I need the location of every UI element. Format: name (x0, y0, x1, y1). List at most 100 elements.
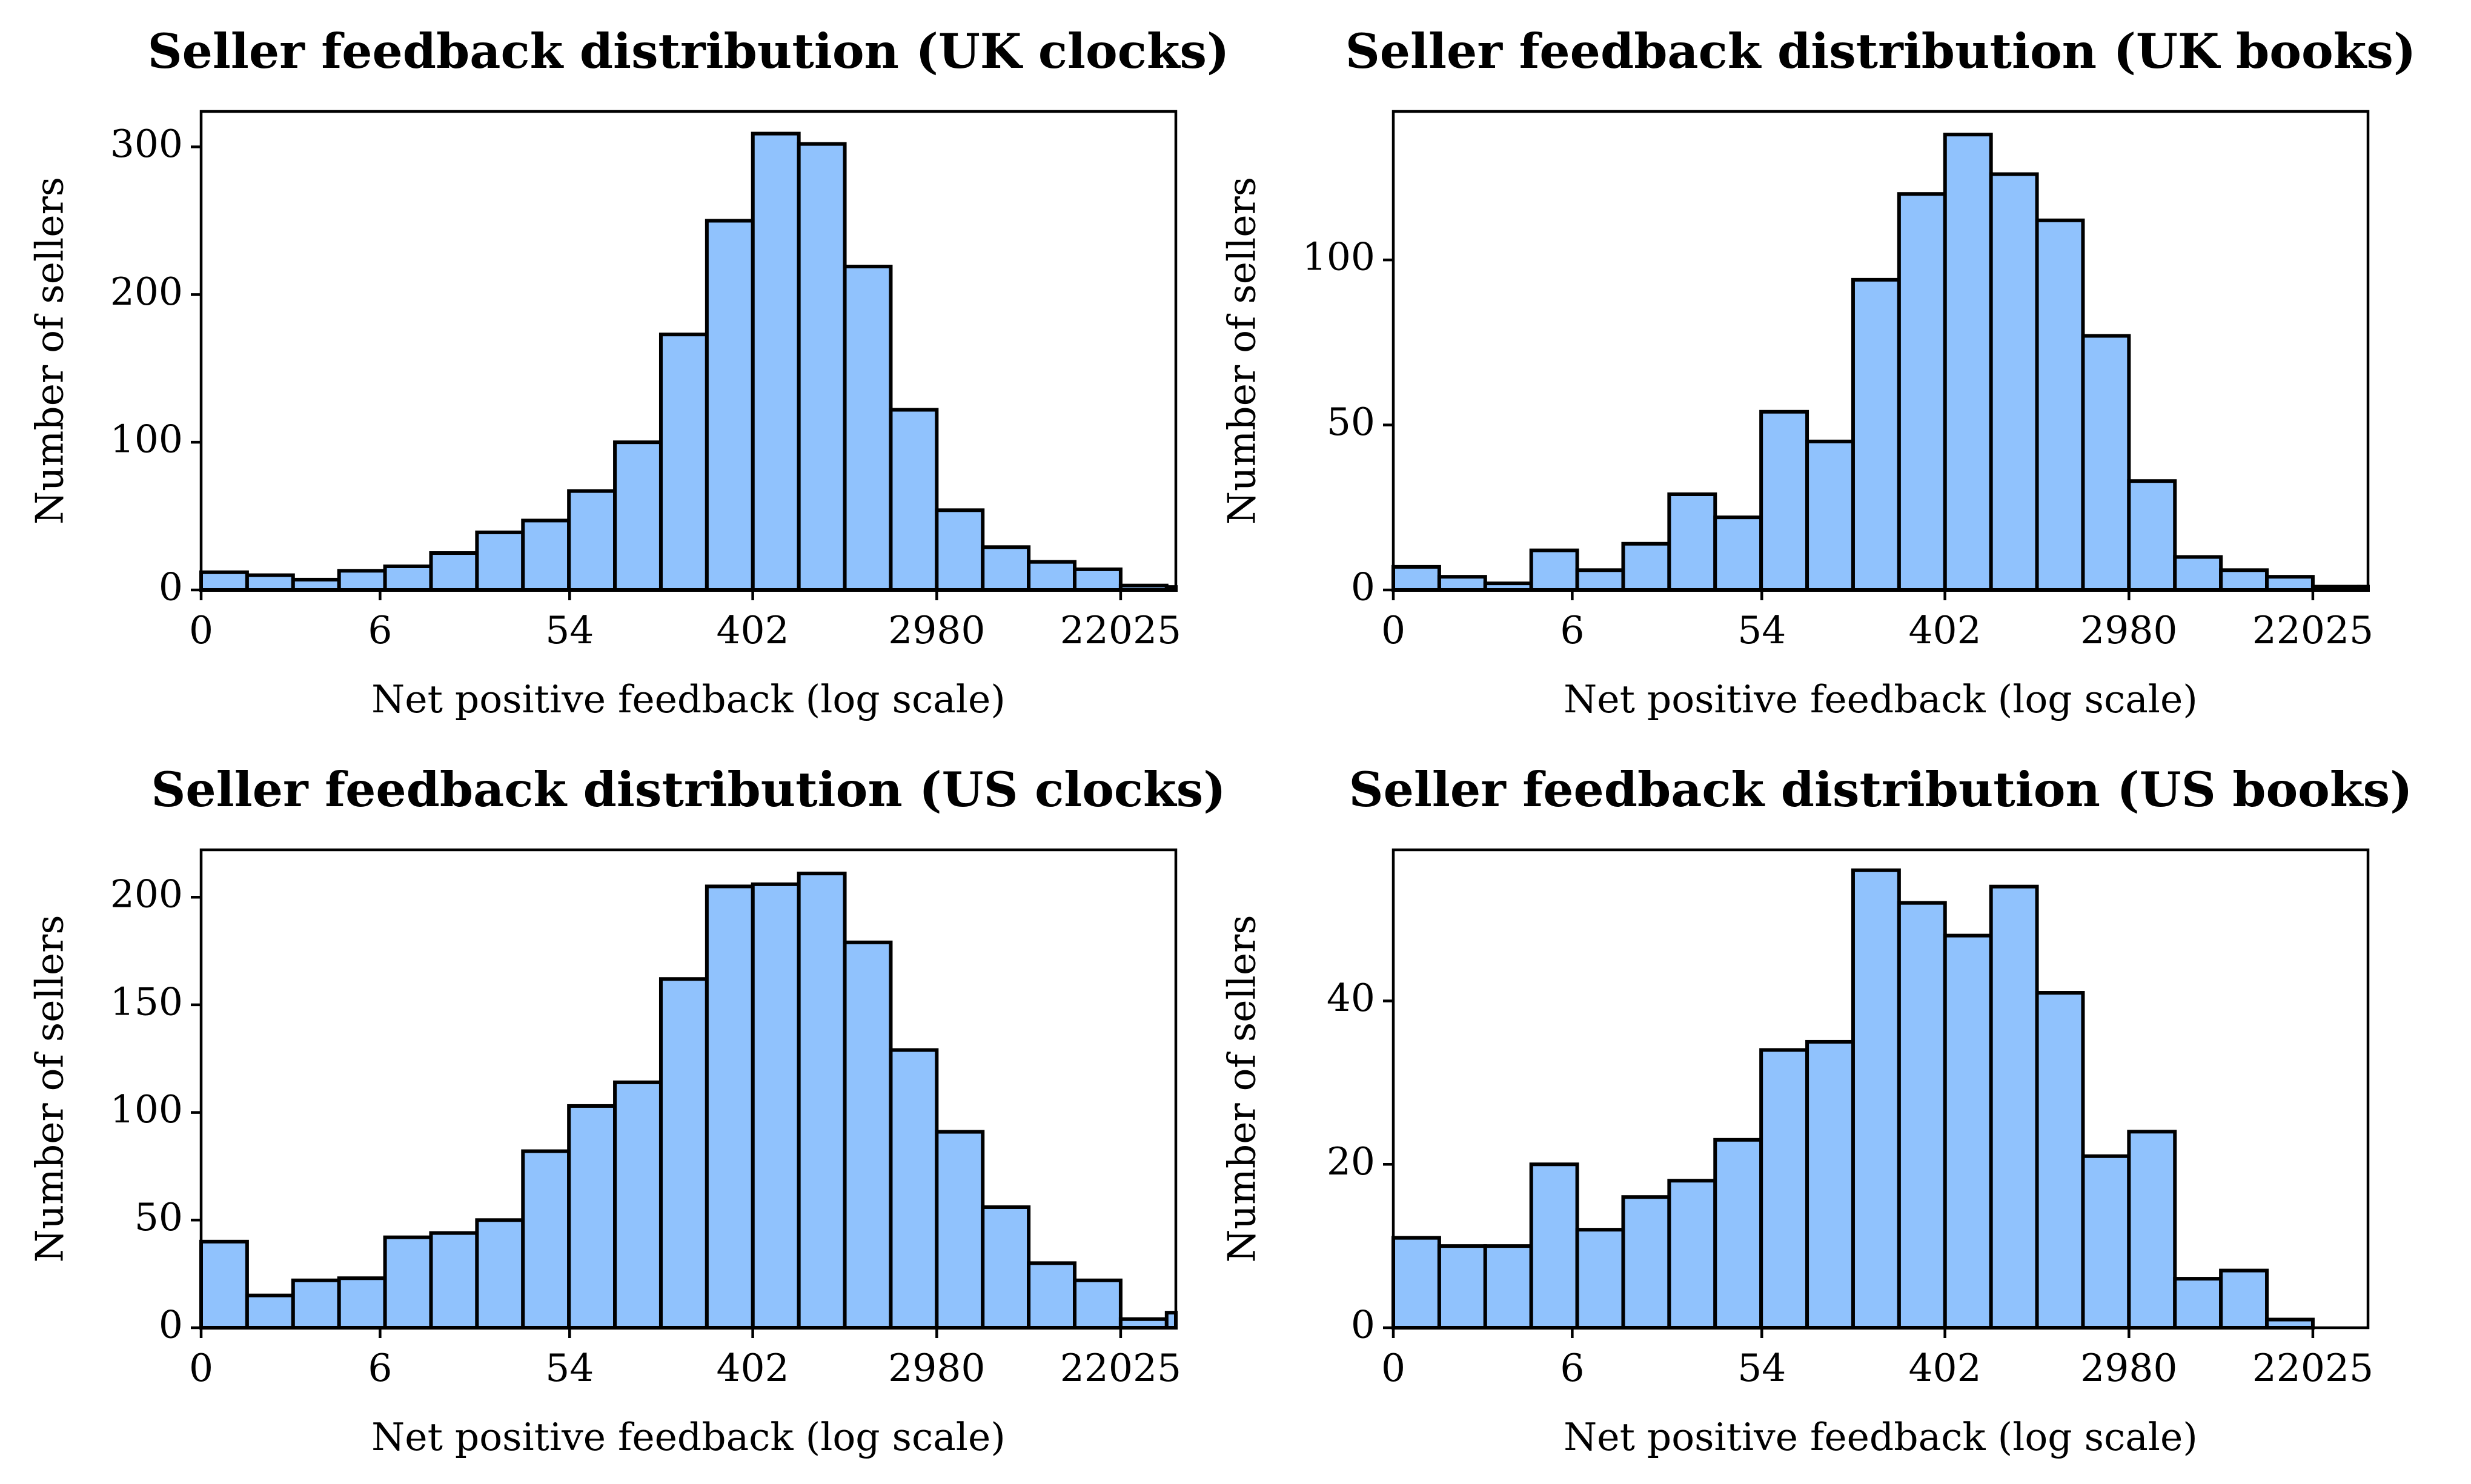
axes-frame (199, 848, 1178, 1330)
x-tick-label: 0 (1381, 1346, 1405, 1390)
histogram-bar (2219, 568, 2269, 592)
x-tick-label: 2980 (888, 608, 985, 652)
y-tick-label: 0 (159, 565, 183, 609)
x-tick-label: 22025 (2252, 1346, 2373, 1390)
histogram-bar (1943, 933, 1993, 1330)
histogram-bar (521, 518, 571, 592)
histogram-bar (521, 1149, 571, 1330)
histogram-bar (2127, 1130, 2177, 1330)
y-tick-label: 100 (110, 1087, 183, 1131)
histogram-bar (1943, 133, 1993, 592)
x-tick-label: 402 (716, 608, 789, 652)
histogram-bar (2081, 334, 2131, 592)
x-axis: 0 6 54 402 2980 22025 (1381, 590, 2373, 652)
histogram-bar (1897, 901, 1947, 1330)
x-axis-label: Net positive feedback (log scale) (371, 677, 1006, 721)
y-axis-label: Number of sellers (1220, 177, 1264, 525)
x-axis: 0 6 54 402 2980 22025 (189, 590, 1181, 652)
histogram-bar (935, 1130, 985, 1330)
bars (1391, 868, 2315, 1330)
x-axis-label: Net positive feedback (log scale) (1564, 1415, 2198, 1459)
x-tick-label: 6 (1560, 608, 1584, 652)
axes-frame (1391, 848, 2370, 1330)
histogram-bar (429, 1231, 479, 1330)
chart-title: Seller feedback distribution (US books) (1349, 761, 2413, 818)
histogram-bar (1437, 1244, 1487, 1330)
histogram-bar (751, 882, 801, 1330)
x-axis-label: Net positive feedback (log scale) (371, 1415, 1006, 1459)
histogram-bar (705, 219, 755, 592)
histogram-bar (2265, 575, 2315, 592)
histogram-bar (337, 1276, 387, 1330)
histogram-bar (383, 564, 433, 592)
histogram-bar (1391, 565, 1441, 592)
x-tick-label: 0 (1381, 608, 1405, 652)
y-tick-label: 300 (110, 122, 183, 166)
histogram-bar (613, 1080, 663, 1330)
chart-title: Seller feedback distribution (UK clocks) (148, 23, 1230, 79)
x-tick-label: 22025 (1060, 608, 1181, 652)
histogram-bar (1667, 492, 1717, 592)
x-tick-label: 402 (716, 1346, 789, 1390)
y-axis: 0 20 40 (1327, 976, 1393, 1347)
x-tick-label: 54 (545, 608, 594, 652)
histogram-bar (2173, 1277, 2223, 1330)
y-axis-label: Number of sellers (28, 915, 72, 1262)
histogram-bar (843, 940, 893, 1330)
y-tick-label: 40 (1327, 976, 1375, 1020)
histogram-bar (291, 577, 341, 592)
x-tick-label: 22025 (2252, 608, 2373, 652)
histogram-bar (935, 508, 985, 592)
y-tick-label: 200 (110, 872, 183, 916)
histogram-bar (613, 440, 663, 592)
y-axis-label: Number of sellers (1220, 915, 1264, 1262)
histogram-bar (199, 570, 249, 592)
histogram-bar (475, 530, 525, 592)
bars (1391, 133, 2370, 592)
axes-frame (199, 110, 1178, 592)
x-tick-label: 0 (189, 1346, 213, 1390)
histogram-bar (199, 1239, 249, 1330)
histogram-bar (1713, 515, 1763, 592)
x-tick-label: 2980 (888, 1346, 985, 1390)
y-tick-label: 100 (1302, 235, 1375, 279)
x-tick-label: 2980 (2080, 608, 2177, 652)
y-tick-label: 0 (1351, 1303, 1375, 1347)
x-tick-label: 22025 (1060, 1346, 1181, 1390)
histogram-bar (1529, 548, 1579, 592)
histogram-bar (1027, 1261, 1077, 1330)
histogram-bar (567, 1104, 617, 1330)
histogram-bar (889, 408, 939, 592)
histogram-bar (1805, 439, 1855, 592)
histogram-bar (705, 884, 755, 1330)
histogram-bar (1759, 1048, 1809, 1330)
histogram-bar (2127, 479, 2177, 592)
axes-frame (1391, 110, 2370, 592)
histogram-bar (797, 872, 847, 1330)
histogram-bar (1897, 192, 1947, 592)
y-axis-label: Number of sellers (28, 177, 72, 525)
bars (199, 872, 1178, 1330)
histogram-bar (1483, 1244, 1533, 1330)
bars (199, 131, 1178, 592)
y-tick-label: 20 (1327, 1139, 1375, 1184)
histogram-bar (1027, 560, 1077, 592)
histogram-bar (1759, 409, 1809, 592)
histogram-bar (1073, 1278, 1123, 1330)
y-axis: 0 50 100 (1302, 235, 1393, 609)
histogram-bar (981, 545, 1031, 592)
chart-panel-us-books: Seller feedback distribution (US books) … (1220, 761, 2413, 1459)
histogram-bar (429, 551, 479, 592)
x-tick-label: 54 (545, 1346, 594, 1390)
histogram-bar (383, 1235, 433, 1330)
x-tick-label: 402 (1908, 608, 1981, 652)
histogram-bar (2081, 1154, 2131, 1330)
y-tick-label: 0 (1351, 565, 1375, 609)
histogram-bar (2173, 555, 2223, 592)
chart-panel-uk-books: Seller feedback distribution (UK books) … (1220, 23, 2416, 721)
x-axis-label: Net positive feedback (log scale) (1564, 677, 2198, 721)
histogram-bar (291, 1278, 341, 1330)
x-tick-label: 6 (368, 1346, 392, 1390)
histogram-bar (475, 1218, 525, 1330)
histogram-bar (1437, 575, 1487, 592)
